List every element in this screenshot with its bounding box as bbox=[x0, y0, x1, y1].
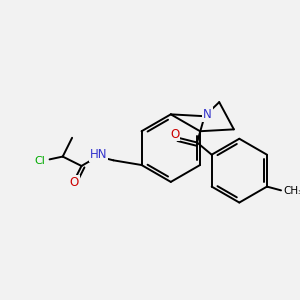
Text: HN: HN bbox=[90, 148, 107, 161]
Text: O: O bbox=[170, 128, 179, 140]
Text: Cl: Cl bbox=[35, 156, 46, 166]
Text: N: N bbox=[203, 108, 212, 121]
Text: O: O bbox=[69, 176, 79, 189]
Text: CH₃: CH₃ bbox=[284, 186, 300, 196]
